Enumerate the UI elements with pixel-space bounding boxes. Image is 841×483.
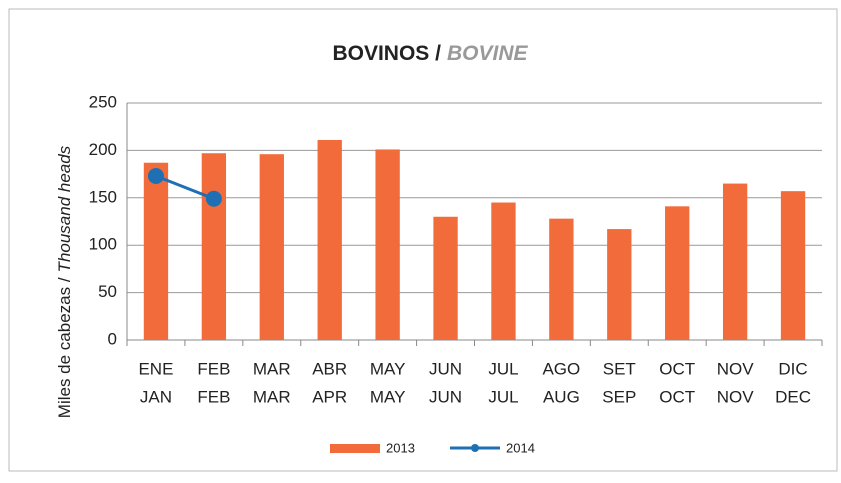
x-tick-label: FEB [197, 359, 230, 378]
bar [491, 202, 516, 340]
bar [201, 153, 227, 340]
ylabel-en: Thousand heads [55, 145, 74, 272]
x-tick-label: NOV [717, 387, 755, 406]
x-tick-label: DIC [778, 359, 807, 378]
bar [549, 218, 574, 340]
bar [433, 216, 458, 340]
y-axis-label: Miles de cabezas / Thousand heads [55, 145, 74, 418]
legend-swatch [330, 444, 380, 453]
y-tick-label: 0 [108, 329, 117, 348]
x-tick-label: AGO [542, 359, 580, 378]
chart-frame [8, 8, 838, 472]
x-tick-label: SET [603, 359, 636, 378]
legend-label: 2014 [506, 440, 535, 455]
x-tick-label: APR [312, 387, 347, 406]
x-tick-label: ABR [312, 359, 347, 378]
x-tick-label: MAY [370, 359, 406, 378]
y-tick-label: 100 [89, 235, 117, 254]
x-tick-label: MAR [253, 387, 291, 406]
legend-swatch [471, 444, 479, 452]
bar [259, 154, 284, 340]
x-tick-label: FEB [197, 387, 230, 406]
title-es: BOVINOS / [332, 42, 441, 65]
bar [665, 206, 690, 340]
x-tick-label: AUG [543, 387, 580, 406]
y-tick-label: 250 [89, 92, 117, 111]
point [147, 167, 164, 184]
title-en: BOVINE [447, 42, 529, 65]
x-tick-label: DEC [775, 387, 811, 406]
x-tick-label: OCT [659, 359, 695, 378]
x-tick-label: JUN [429, 387, 462, 406]
bar [375, 149, 400, 340]
point [205, 190, 222, 207]
x-tick-label: ENE [138, 359, 173, 378]
x-tick-label: SEP [602, 387, 636, 406]
legend-label: 2013 [386, 440, 415, 455]
ylabel-es: Miles de cabezas / [55, 277, 74, 418]
bar [780, 191, 806, 340]
x-tick-label: OCT [659, 387, 695, 406]
y-tick-label: 150 [89, 187, 117, 206]
bar [607, 229, 632, 340]
x-tick-label: MAR [253, 359, 291, 378]
x-tick-label: JUL [488, 387, 518, 406]
x-tick-label: JUN [429, 359, 462, 378]
y-tick-label: 200 [89, 140, 117, 159]
line [155, 174, 215, 201]
x-tick-label: MAY [370, 387, 406, 406]
x-tick-label: JAN [140, 387, 172, 406]
x-tick-label: NOV [717, 359, 755, 378]
bar [317, 139, 342, 340]
x-tick-label: JUL [488, 359, 518, 378]
chart-title: BOVINOS / BOVINE [332, 42, 528, 65]
bar [143, 162, 169, 340]
y-tick-label: 50 [98, 282, 117, 301]
bar [722, 183, 748, 340]
